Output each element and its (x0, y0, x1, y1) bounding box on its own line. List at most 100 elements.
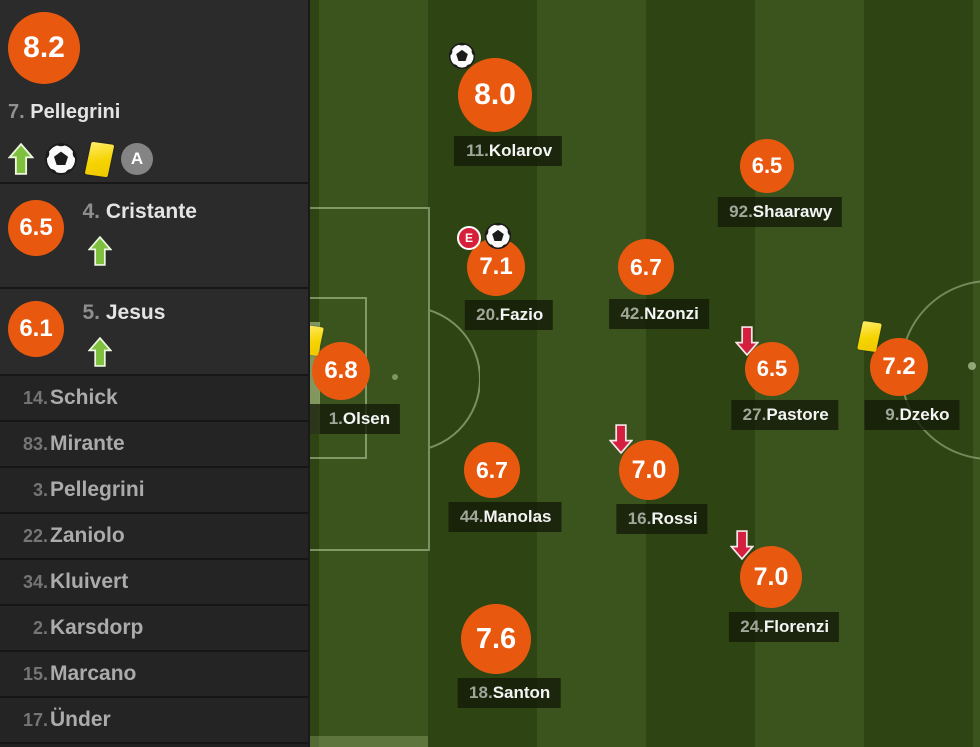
rating-badge: 6.5 (8, 200, 64, 256)
player-event-icons: E (457, 222, 512, 250)
bench-list: 14. Schick 83. Mirante 3. Pellegrini 22. Zan… (0, 376, 308, 744)
rating-badge[interactable]: 6.8 (312, 342, 370, 400)
shirt-number: 7. (8, 101, 25, 123)
pitch-edge (310, 736, 428, 747)
soccer-ball-icon (44, 142, 78, 176)
player-name: Shaarawy (752, 202, 833, 221)
shirt-number: 17. (22, 709, 48, 730)
bench-player-row[interactable]: 22. Zaniolo (0, 514, 308, 560)
assist-icon: A (121, 143, 153, 175)
bench-player-row[interactable]: 15. Marcano (0, 652, 308, 698)
rating-badge[interactable]: 7.1 (467, 238, 525, 296)
player-event-icons (448, 42, 476, 70)
shirt-number: 20. (476, 305, 500, 324)
featured-player-name: 7. Pellegrini (8, 101, 120, 124)
bench-player-row[interactable]: 14. Schick (0, 376, 308, 422)
shirt-number: 22. (22, 525, 48, 546)
player-name-label: 11.Kolarov (453, 136, 563, 166)
shirt-number: 11. (466, 141, 489, 160)
sub-off-arrow-icon (730, 530, 754, 560)
yellow-card-icon (84, 141, 115, 177)
shirt-number: 1. (328, 409, 343, 428)
subbed-on-players: 6.5 4. Cristante 6.1 5. Jesus (0, 184, 308, 376)
penalty-spot (392, 374, 398, 380)
player-name-label: 27.Pastore (731, 400, 839, 430)
shirt-number: 3. (32, 479, 48, 500)
player-event-icons (730, 530, 754, 560)
rating-badge[interactable]: 7.6 (461, 604, 531, 674)
player-name: Mirante (50, 432, 125, 455)
featured-player-card[interactable]: 8.2 7. Pellegrini A (0, 0, 308, 184)
sub-off-arrow-icon (735, 326, 759, 356)
rating-badge: 6.1 (8, 301, 64, 357)
player-name: 4. Cristante (82, 200, 197, 223)
sub-on-arrow-icon (8, 143, 34, 175)
player-name: Rossi (651, 509, 698, 528)
player-name: Manolas (483, 507, 552, 526)
shirt-number: 24. (740, 617, 764, 636)
bench-player-row[interactable]: 34. Kluivert (0, 560, 308, 606)
player-name: Olsen (342, 409, 391, 428)
soccer-ball-icon (448, 42, 476, 70)
shirt-number: 9. (885, 405, 900, 424)
shirt-number: 92. (729, 202, 753, 221)
yellow-card-icon (857, 320, 882, 353)
player-panel-sidebar: 8.2 7. Pellegrini A 6.5 4. Cristante (0, 0, 310, 747)
player-name: 5. Jesus (82, 301, 166, 324)
bench-player-row[interactable]: 2. Karsdorp (0, 606, 308, 652)
shirt-number: 15. (22, 663, 48, 684)
rating-badge[interactable]: 6.5 (740, 139, 794, 193)
player-event-icons (857, 320, 882, 353)
player-name: Fazio (499, 305, 544, 324)
player-name-label: 44.Manolas (448, 502, 562, 532)
featured-player-icons: A (8, 141, 153, 177)
center-spot (968, 362, 976, 370)
player-name-label: 24.Florenzi (728, 612, 840, 642)
player-event-icons (735, 326, 759, 356)
shirt-number: 27. (742, 405, 767, 424)
player-name-label: 1.Olsen (307, 404, 401, 434)
player-name: Pellegrini (30, 101, 121, 123)
rating-badge[interactable]: 6.7 (618, 239, 674, 295)
rating-badge[interactable]: 6.5 (745, 342, 799, 396)
player-name: Karsdorp (50, 616, 144, 639)
sub-player-row[interactable]: 6.5 4. Cristante (0, 184, 308, 289)
player-name: Kluivert (50, 570, 129, 593)
soccer-ball-icon (484, 222, 512, 250)
sub-on-arrow-icon (88, 236, 112, 266)
rating-badge[interactable]: 8.0 (458, 58, 532, 132)
shirt-number: 2. (32, 617, 48, 638)
penalty-box-line (278, 207, 430, 551)
shirt-number: 83. (22, 433, 48, 454)
shirt-number: 14. (22, 387, 48, 408)
penalty-arc (430, 300, 480, 454)
player-name: Nzonzi (644, 304, 699, 323)
player-name: Dzeko (899, 405, 950, 424)
bench-player-row[interactable]: 83. Mirante (0, 422, 308, 468)
bench-player-row[interactable]: 17. Ünder (0, 698, 308, 744)
player-name-label: 20.Fazio (464, 300, 554, 330)
rating-badge[interactable]: 7.2 (870, 338, 928, 396)
shirt-number: 42. (620, 304, 645, 323)
player-name: Pellegrini (50, 478, 145, 501)
sub-on-arrow-icon (88, 337, 112, 367)
player-name-label: 18.Santon (457, 678, 561, 708)
player-name: Florenzi (763, 617, 830, 636)
shirt-number: 18. (469, 683, 493, 702)
player-name: Pastore (766, 405, 829, 424)
error-icon: E (457, 226, 481, 250)
player-name: Zaniolo (50, 524, 125, 547)
player-name: Kolarov (488, 141, 553, 160)
player-name-label: 42.Nzonzi (609, 299, 709, 329)
rating-badge[interactable]: 6.7 (464, 442, 520, 498)
rating-badge[interactable]: 7.0 (740, 546, 802, 608)
sub-player-row[interactable]: 6.1 5. Jesus (0, 289, 308, 376)
bench-player-row[interactable]: 3. Pellegrini (0, 468, 308, 514)
rating-badge: 8.2 (8, 12, 80, 84)
shirt-number: 16. (627, 509, 652, 528)
player-event-icons (609, 424, 633, 454)
rating-badge[interactable]: 7.0 (619, 440, 679, 500)
sub-off-arrow-icon (609, 424, 633, 454)
player-name: Ünder (50, 708, 111, 731)
